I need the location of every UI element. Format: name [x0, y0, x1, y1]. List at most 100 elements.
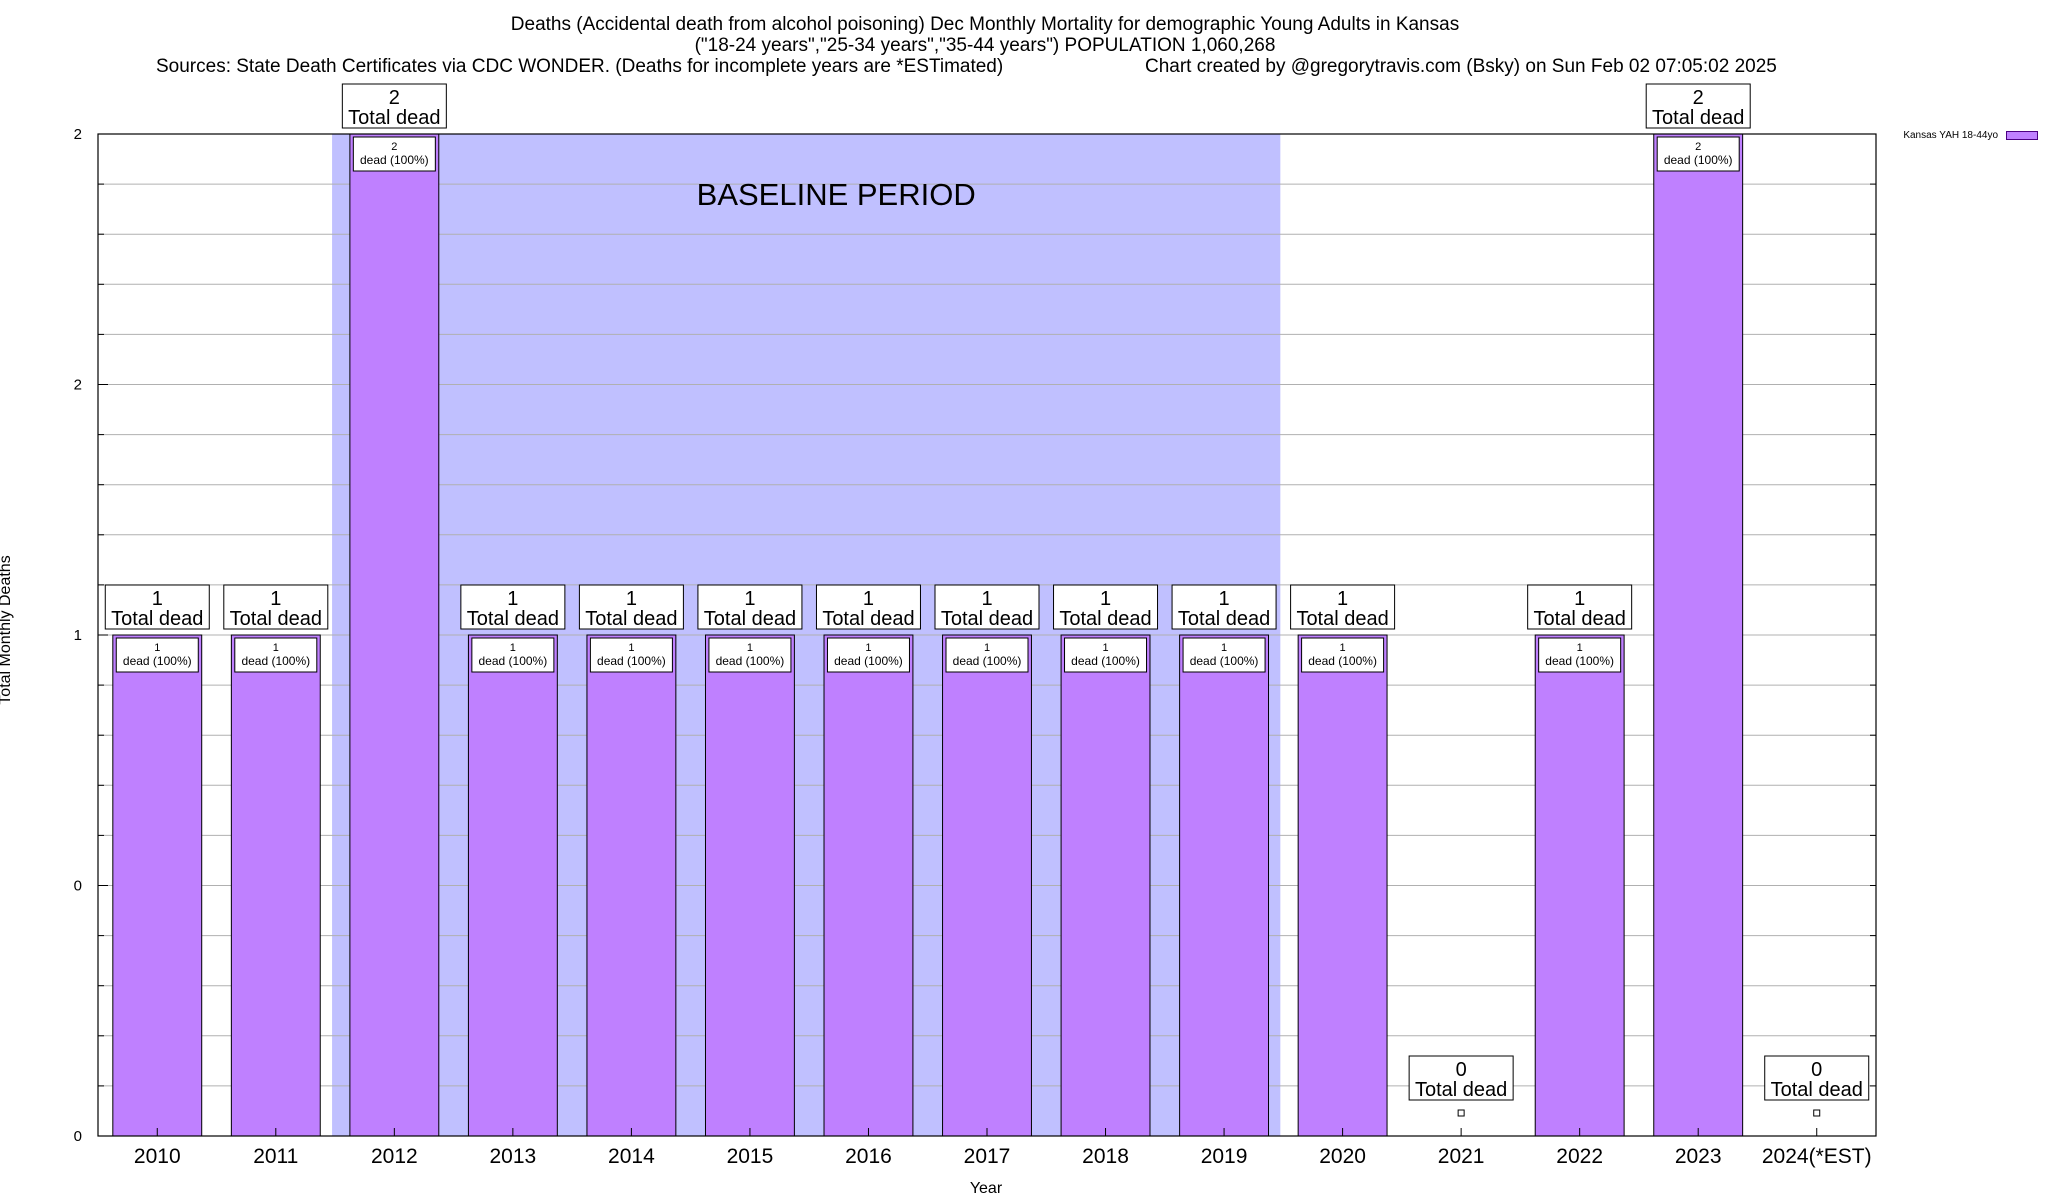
bar [230, 634, 321, 1137]
bar [467, 634, 558, 1137]
bar-inner-label-text: dead (100%) [1190, 654, 1259, 668]
total-label-text: Total dead [1178, 608, 1270, 630]
total-label-count: 0 [1456, 1059, 1467, 1081]
bar [1179, 634, 1270, 1137]
bar-inner-label-count: 1 [1340, 642, 1346, 654]
total-label-count: 1 [981, 588, 992, 610]
total-label-box [1053, 584, 1159, 630]
total-label-box [815, 584, 921, 630]
total-label-count: 1 [507, 588, 518, 610]
total-label-text: Total dead [230, 608, 322, 630]
total-label-box [1764, 1055, 1870, 1101]
total-label-box [1408, 1055, 1514, 1101]
x-tick-label: 2018 [1082, 1145, 1129, 1168]
plot-frame [97, 133, 1877, 1137]
bar-inner-label-count: 1 [1221, 642, 1227, 654]
chart-source: Sources: State Death Certificates via CD… [156, 56, 1004, 77]
y-tick-label: 2 [74, 126, 82, 143]
total-label-box [697, 584, 803, 630]
bar-inner-label-text: dead (100%) [1545, 654, 1614, 668]
total-label-box [460, 584, 566, 630]
bar-inner-label-box [1064, 637, 1148, 673]
legend: Kansas YAH 18-44yo [1903, 130, 2038, 141]
bar [1534, 634, 1625, 1137]
y-tick-label: 0 [74, 1128, 82, 1145]
baseline-label: BASELINE PERIOD [697, 177, 976, 212]
total-label-box [104, 584, 210, 630]
bar-inner-label-box [234, 637, 318, 673]
bar-inner-label-count: 2 [391, 141, 397, 153]
total-label-box [223, 584, 329, 630]
x-tick-label: 2022 [1556, 1145, 1603, 1168]
legend-swatch [2006, 131, 2038, 140]
total-label-text: Total dead [348, 107, 440, 129]
total-label-box [1645, 83, 1751, 129]
bar-inner-label-box [1656, 136, 1740, 172]
x-tick-label: 2019 [1201, 1145, 1248, 1168]
y-tick-label: 0 [74, 878, 82, 895]
bar-inner-label-count: 1 [1577, 642, 1583, 654]
chart-subtitle: ("18-24 years","25-34 years","35-44 year… [694, 35, 1276, 56]
bar-inner-label-count: 1 [984, 642, 990, 654]
total-label-text: Total dead [467, 608, 559, 630]
bar-inner-label-box [352, 136, 436, 172]
total-label-text: Total dead [1296, 608, 1388, 630]
bar [586, 634, 677, 1137]
bar-inner-label-text: dead (100%) [716, 654, 785, 668]
x-tick-label: 2013 [490, 1145, 537, 1168]
total-label-count: 1 [626, 588, 637, 610]
total-label-count: 1 [152, 588, 163, 610]
x-tick-label: 2023 [1675, 1145, 1722, 1168]
bar [112, 634, 203, 1137]
zero-marker [1457, 1109, 1465, 1117]
total-label-text: Total dead [704, 608, 796, 630]
bar-inner-label-text: dead (100%) [1308, 654, 1377, 668]
y-tick-label: 1 [74, 627, 82, 644]
bar-inner-label-count: 1 [154, 642, 160, 654]
bar-inner-label-text: dead (100%) [1071, 654, 1140, 668]
bar-inner-label-text: dead (100%) [479, 654, 548, 668]
bar-inner-label-text: dead (100%) [360, 153, 429, 167]
bar-inner-label-count: 1 [628, 642, 634, 654]
bar-inner-label-count: 1 [510, 642, 516, 654]
total-label-count: 0 [1811, 1059, 1822, 1081]
total-label-box [578, 584, 684, 630]
total-label-count: 1 [1100, 588, 1111, 610]
total-label-count: 1 [1219, 588, 1230, 610]
total-label-text: Total dead [1415, 1079, 1507, 1101]
bar-inner-label-text: dead (100%) [241, 654, 310, 668]
bar-inner-label-text: dead (100%) [834, 654, 903, 668]
y-tick-label: 2 [74, 377, 82, 394]
total-label-text: Total dead [941, 608, 1033, 630]
total-label-box [1171, 584, 1277, 630]
total-label-text: Total dead [1652, 107, 1744, 129]
x-tick-label: 2010 [134, 1145, 181, 1168]
x-tick-label: 2012 [371, 1145, 418, 1168]
bar-inner-label-box [708, 637, 792, 673]
total-label-text: Total dead [822, 608, 914, 630]
total-label-count: 1 [1337, 588, 1348, 610]
bar-inner-label-text: dead (100%) [123, 654, 192, 668]
bar-inner-label-box [471, 637, 555, 673]
chart-credit: Chart created by @gregorytravis.com (Bsk… [1145, 56, 1777, 77]
bar-inner-label-text: dead (100%) [1664, 153, 1733, 167]
x-tick-label: 2024(*EST) [1762, 1145, 1872, 1168]
bar [823, 634, 914, 1137]
total-label-text: Total dead [1771, 1079, 1863, 1101]
total-label-count: 1 [270, 588, 281, 610]
bar [1060, 634, 1151, 1137]
bar-inner-label-box [826, 637, 910, 673]
bar-inner-label-text: dead (100%) [597, 654, 666, 668]
x-axis-title: Year [969, 1180, 1003, 1197]
total-label-text: Total dead [585, 608, 677, 630]
chart-titles: Deaths (Accidental death from alcohol po… [0, 14, 1970, 56]
bar-inner-label-count: 1 [865, 642, 871, 654]
total-label-box [1527, 584, 1633, 630]
total-label-count: 2 [1693, 87, 1704, 109]
bar-inner-label-box [1301, 637, 1385, 673]
bar [704, 634, 795, 1137]
bar [349, 133, 440, 1137]
bar-inner-label-text: dead (100%) [953, 654, 1022, 668]
bar-inner-label-box [115, 637, 199, 673]
